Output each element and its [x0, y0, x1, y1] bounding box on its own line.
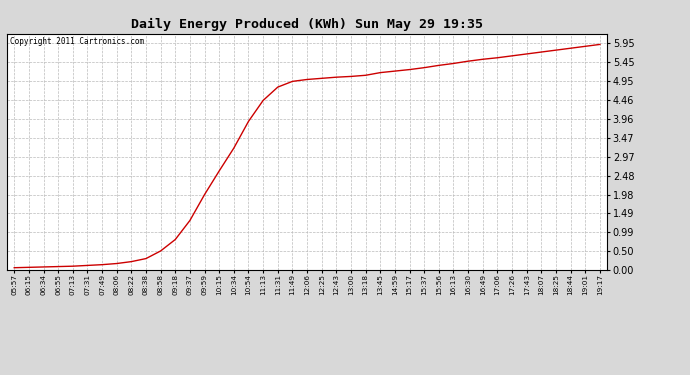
- Text: Copyright 2011 Cartronics.com: Copyright 2011 Cartronics.com: [10, 37, 144, 46]
- Title: Daily Energy Produced (KWh) Sun May 29 19:35: Daily Energy Produced (KWh) Sun May 29 1…: [131, 18, 483, 31]
